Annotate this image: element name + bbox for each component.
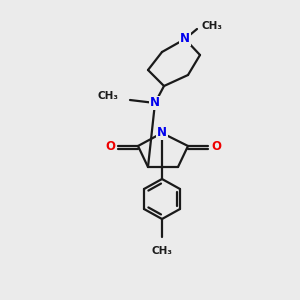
Text: O: O	[211, 140, 221, 152]
Text: N: N	[157, 127, 167, 140]
Text: N: N	[150, 97, 160, 110]
Text: N: N	[180, 32, 190, 46]
Text: CH₃: CH₃	[97, 91, 118, 101]
Text: O: O	[105, 140, 115, 152]
Text: CH₃: CH₃	[152, 246, 172, 256]
Text: CH₃: CH₃	[202, 21, 223, 31]
